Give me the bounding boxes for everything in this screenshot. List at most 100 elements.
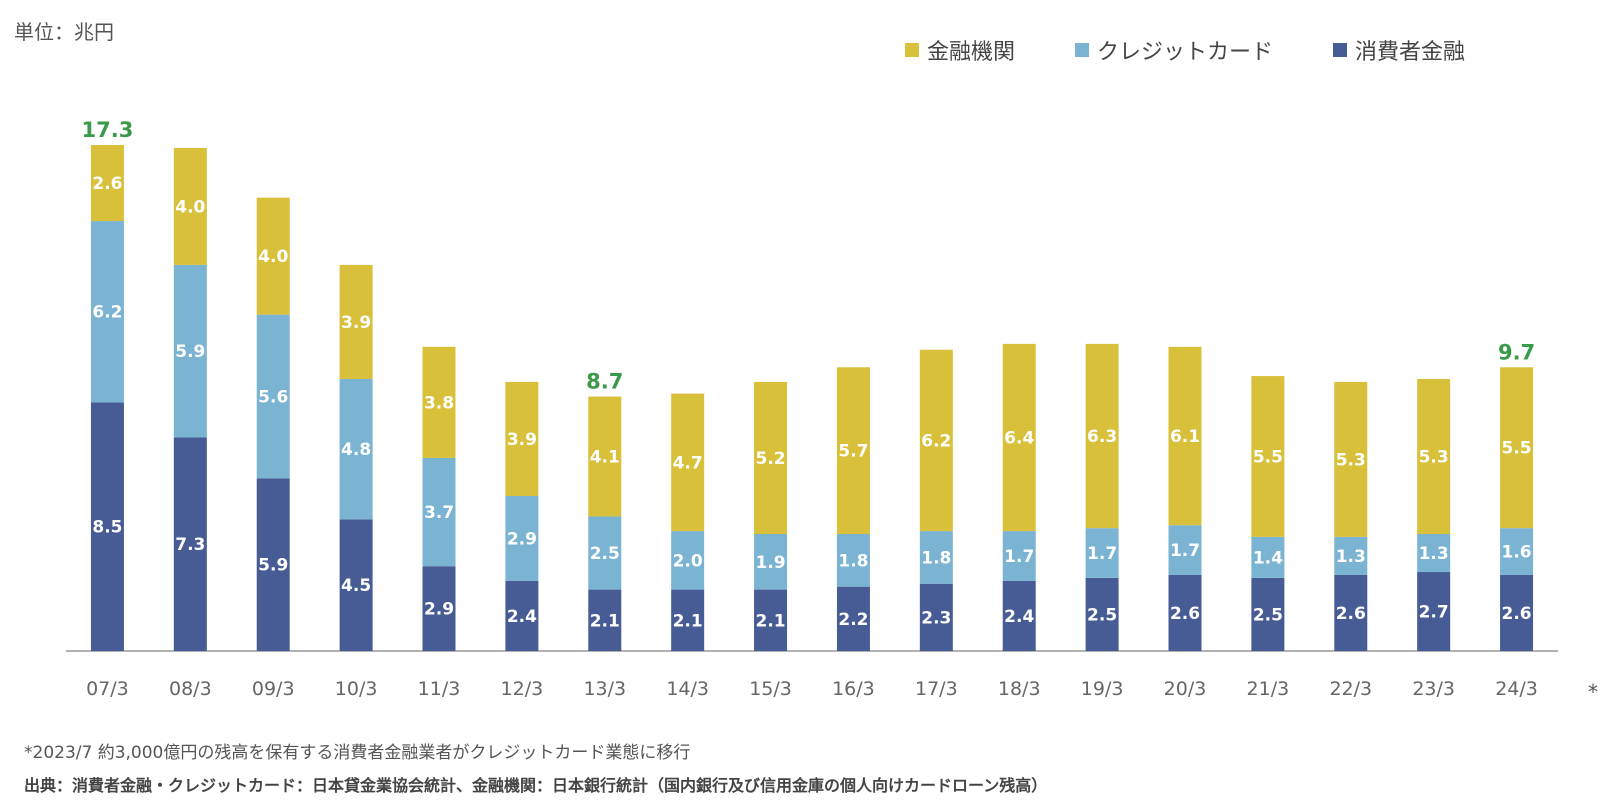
bar-credit_card-23/3 xyxy=(1417,534,1451,573)
bar-financial_institution-10/3 xyxy=(339,264,373,379)
data-label-consumer_finance-23/3: 2.7 xyxy=(1419,603,1449,623)
source-note: 出典：消費者金融・クレジットカード：日本貸金業協会統計、金融機関：日本銀行統計（… xyxy=(24,776,1048,795)
legend-swatch-consumer-finance xyxy=(1333,43,1348,57)
data-label-credit_card-22/3: 1.3 xyxy=(1336,547,1366,567)
data-label-credit_card-07/3: 6.2 xyxy=(92,303,122,323)
data-label-consumer_finance-09/3: 5.9 xyxy=(258,556,288,576)
bar-credit_card-19/3 xyxy=(1085,528,1119,578)
x-tick-label-19/3: 19/3 xyxy=(1081,678,1124,700)
bar-credit_card-08/3 xyxy=(173,264,207,438)
data-label-consumer_finance-14/3: 2.1 xyxy=(673,611,703,631)
data-label-financial_institution-18/3: 6.4 xyxy=(1004,428,1034,448)
data-label-financial_institution-23/3: 5.3 xyxy=(1419,447,1449,467)
data-label-consumer_finance-19/3: 2.5 xyxy=(1087,605,1117,625)
x-tick-label-17/3: 17/3 xyxy=(915,678,958,700)
total-label-24/3: 9.7 xyxy=(1498,340,1535,364)
x-tick-label-24/3: 24/3 xyxy=(1495,678,1538,700)
bar-consumer_finance-13/3 xyxy=(588,589,622,651)
total-label-13/3: 8.7 xyxy=(586,370,623,394)
bar-consumer_finance-18/3 xyxy=(1002,580,1036,651)
legend-label-financial-institution: 金融機関 xyxy=(927,40,1016,65)
bar-consumer_finance-17/3 xyxy=(919,583,953,651)
data-label-financial_institution-08/3: 4.0 xyxy=(175,197,205,217)
bar-consumer_finance-23/3 xyxy=(1417,572,1451,651)
x-tick-label-22/3: 22/3 xyxy=(1329,678,1372,700)
data-label-financial_institution-19/3: 6.3 xyxy=(1087,427,1117,447)
bar-financial_institution-22/3 xyxy=(1334,381,1368,537)
data-label-credit_card-23/3: 1.3 xyxy=(1419,544,1449,564)
data-label-consumer_finance-15/3: 2.1 xyxy=(755,611,785,631)
data-label-credit_card-19/3: 1.7 xyxy=(1087,544,1117,564)
data-label-credit_card-12/3: 2.9 xyxy=(507,529,537,549)
legend: 金融機関 クレジットカード 消費者金融 xyxy=(905,34,1465,66)
data-label-financial_institution-14/3: 4.7 xyxy=(673,453,703,473)
data-label-credit_card-13/3: 2.5 xyxy=(590,544,620,564)
bar-credit_card-12/3 xyxy=(505,495,539,581)
bar-financial_institution-20/3 xyxy=(1168,346,1202,526)
asterisk-marker: * xyxy=(1588,680,1598,704)
bar-consumer_finance-09/3 xyxy=(256,478,290,651)
bar-financial_institution-14/3 xyxy=(671,393,705,532)
bar-consumer_finance-24/3 xyxy=(1500,574,1534,651)
bar-credit_card-17/3 xyxy=(919,531,953,584)
bar-credit_card-22/3 xyxy=(1334,536,1368,575)
bar-financial_institution-16/3 xyxy=(836,367,870,535)
x-tick-label-15/3: 15/3 xyxy=(749,678,792,700)
bar-credit_card-24/3 xyxy=(1500,528,1534,575)
bar-consumer_finance-21/3 xyxy=(1251,577,1285,651)
bar-consumer_finance-16/3 xyxy=(836,586,870,651)
data-label-credit_card-18/3: 1.7 xyxy=(1004,547,1034,567)
data-label-consumer_finance-10/3: 4.5 xyxy=(341,576,371,596)
bar-financial_institution-21/3 xyxy=(1251,376,1285,537)
bar-financial_institution-18/3 xyxy=(1002,343,1036,532)
data-label-financial_institution-17/3: 6.2 xyxy=(921,431,951,451)
bar-consumer_finance-22/3 xyxy=(1334,574,1368,651)
data-label-financial_institution-16/3: 5.7 xyxy=(838,442,868,462)
bar-financial_institution-08/3 xyxy=(173,147,207,265)
bar-consumer_finance-08/3 xyxy=(173,437,207,651)
data-label-financial_institution-22/3: 5.3 xyxy=(1336,450,1366,470)
data-label-financial_institution-20/3: 6.1 xyxy=(1170,427,1200,447)
data-label-consumer_finance-17/3: 2.3 xyxy=(921,608,951,628)
legend-item-consumer-finance: 消費者金融 xyxy=(1333,34,1465,66)
bar-credit_card-21/3 xyxy=(1251,536,1285,578)
bar-financial_institution-11/3 xyxy=(422,346,456,458)
bar-credit_card-09/3 xyxy=(256,314,290,479)
x-tick-label-11/3: 11/3 xyxy=(418,678,461,700)
data-label-financial_institution-12/3: 3.9 xyxy=(507,430,537,450)
bar-consumer_finance-12/3 xyxy=(505,580,539,651)
bar-financial_institution-23/3 xyxy=(1417,378,1451,535)
bar-credit_card-10/3 xyxy=(339,378,373,520)
bar-credit_card-20/3 xyxy=(1168,525,1202,575)
x-tick-label-12/3: 12/3 xyxy=(501,678,544,700)
footnote: *2023/7 約3,000億円の残高を保有する消費者金融業者がクレジットカード… xyxy=(24,743,691,763)
bar-consumer_finance-20/3 xyxy=(1168,574,1202,651)
x-tick-label-23/3: 23/3 xyxy=(1412,678,1455,700)
data-label-credit_card-09/3: 5.6 xyxy=(258,388,288,408)
bar-credit_card-14/3 xyxy=(671,531,705,590)
legend-item-credit-card: クレジットカード xyxy=(1075,34,1273,66)
data-label-consumer_finance-18/3: 2.4 xyxy=(1004,607,1034,627)
x-tick-label-21/3: 21/3 xyxy=(1247,678,1290,700)
bar-credit_card-18/3 xyxy=(1002,531,1036,581)
data-label-financial_institution-24/3: 5.5 xyxy=(1501,439,1531,459)
legend-swatch-financial-institution xyxy=(905,43,919,57)
bar-credit_card-13/3 xyxy=(588,516,622,590)
data-label-financial_institution-09/3: 4.0 xyxy=(258,247,288,267)
bar-consumer_finance-15/3 xyxy=(754,589,788,651)
bar-consumer_finance-07/3 xyxy=(90,402,124,651)
bar-financial_institution-24/3 xyxy=(1500,367,1534,529)
data-label-credit_card-24/3: 1.6 xyxy=(1501,543,1531,563)
data-label-credit_card-08/3: 5.9 xyxy=(175,342,205,362)
bar-financial_institution-15/3 xyxy=(754,381,788,535)
x-tick-label-07/3: 07/3 xyxy=(86,678,129,700)
data-label-financial_institution-21/3: 5.5 xyxy=(1253,447,1283,467)
x-tick-label-08/3: 08/3 xyxy=(169,678,212,700)
bar-financial_institution-07/3 xyxy=(90,145,124,222)
data-label-consumer_finance-21/3: 2.5 xyxy=(1253,605,1283,625)
bar-consumer_finance-19/3 xyxy=(1085,577,1119,651)
bar-financial_institution-12/3 xyxy=(505,381,539,496)
data-label-financial_institution-11/3: 3.8 xyxy=(424,393,454,413)
bar-credit_card-16/3 xyxy=(836,534,870,587)
